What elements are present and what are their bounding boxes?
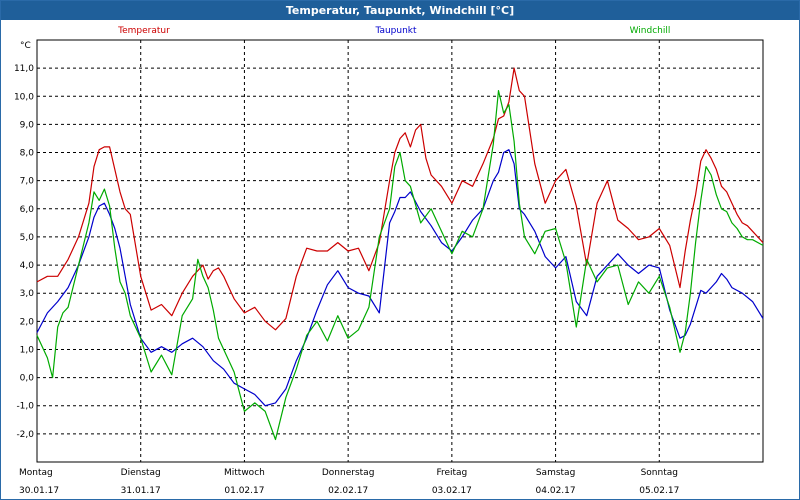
x-tick-day: Mittwoch bbox=[224, 468, 265, 478]
x-tick-date: 04.02.17 bbox=[536, 486, 576, 496]
x-tick-date: 31.01.17 bbox=[121, 486, 161, 496]
y-tick-label: 0,0 bbox=[20, 374, 35, 384]
x-tick-date: 03.02.17 bbox=[432, 486, 472, 496]
x-tick-day: Montag bbox=[19, 468, 53, 478]
y-tick-label: 11,0 bbox=[14, 64, 34, 74]
x-tick-day: Freitag bbox=[436, 468, 467, 478]
legend-temperatur: Temperatur bbox=[117, 26, 170, 36]
y-tick-label: -2,0 bbox=[16, 430, 34, 440]
x-tick-date: 30.01.17 bbox=[19, 486, 59, 496]
y-tick-label: 7,0 bbox=[20, 177, 35, 187]
x-tick-day: Dienstag bbox=[121, 468, 161, 478]
chart-title: Temperatur, Taupunkt, Windchill [°C] bbox=[1, 1, 799, 20]
y-tick-label: 10,0 bbox=[14, 92, 34, 102]
x-tick-day: Donnerstag bbox=[322, 468, 375, 478]
y-tick-label: 2,0 bbox=[20, 317, 35, 327]
series-line-taupunkt bbox=[36, 149, 764, 407]
y-tick-label: 5,0 bbox=[20, 233, 35, 243]
x-tick-date: 02.02.17 bbox=[328, 486, 368, 496]
x-tick-date: 01.02.17 bbox=[224, 486, 264, 496]
y-tick-label: -1,0 bbox=[16, 402, 34, 412]
series-line-temperatur bbox=[36, 67, 764, 331]
y-tick-label: 8,0 bbox=[20, 149, 35, 159]
legend-taupunkt: Taupunkt bbox=[374, 26, 417, 36]
y-tick-label: 6,0 bbox=[20, 205, 35, 215]
y-tick-label: 9,0 bbox=[20, 120, 35, 130]
plot-area bbox=[36, 39, 764, 463]
y-tick-label: 3,0 bbox=[20, 289, 35, 299]
x-tick-day: Samstag bbox=[536, 468, 575, 478]
y-tick-label: 4,0 bbox=[20, 261, 35, 271]
x-tick-date: 05.02.17 bbox=[639, 486, 679, 496]
y-axis-unit: °C bbox=[20, 41, 31, 51]
legend-windchill: Windchill bbox=[630, 26, 671, 36]
y-tick-label: 1,0 bbox=[20, 345, 35, 355]
series-line-windchill bbox=[36, 89, 764, 441]
x-tick-day: Sonntag bbox=[641, 468, 678, 478]
